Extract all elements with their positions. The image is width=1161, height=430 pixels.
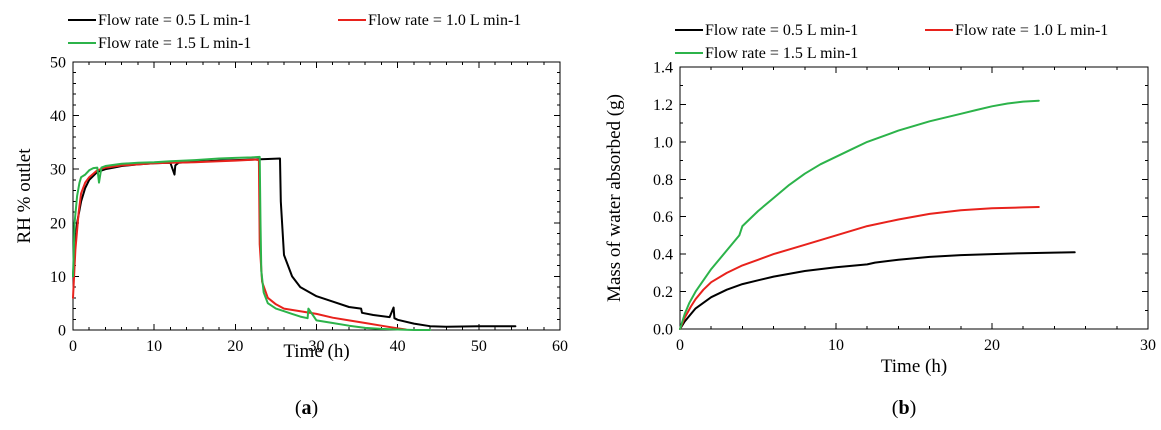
series-line-3	[72, 155, 432, 331]
legend-label: Flow rate = 1.5 L min-1	[705, 45, 858, 62]
y-tick-label: 50	[50, 55, 66, 72]
y-tick-label: 0	[58, 323, 66, 340]
y-axis-title: Mass of water absorbed (g)	[604, 94, 625, 302]
y-tick-label: 20	[50, 215, 66, 232]
x-tick-label: 0	[69, 338, 77, 355]
legend-label: Flow rate = 0.5 L min-1	[98, 12, 251, 29]
y-axis-title: RH % outlet	[14, 148, 35, 244]
x-tick-label: 10	[146, 338, 162, 355]
x-tick-label: 30	[309, 338, 325, 355]
y-tick-label: 1.2	[653, 97, 673, 114]
x-tick-label: 20	[984, 337, 1000, 354]
y-tick-label: 0.8	[653, 172, 673, 189]
series-line-1	[679, 251, 1076, 330]
x-tick-label: 0	[676, 337, 684, 354]
y-tick-label: 1.4	[653, 60, 673, 77]
y-tick-label: 0.2	[653, 284, 673, 301]
legend: Flow rate = 0.5 L min-1 Flow rate = 1.0 L…	[68, 12, 521, 52]
panel-label: (a)	[295, 397, 318, 419]
y-tick-label: 10	[50, 269, 66, 286]
y-tick-label: 0.4	[653, 247, 673, 264]
x-tick-label: 60	[552, 338, 568, 355]
y-tick-label: 40	[50, 108, 66, 125]
series-line-2	[679, 206, 1040, 330]
legend-label: Flow rate = 1.0 L min-1	[955, 22, 1108, 39]
legend-label: Flow rate = 0.5 L min-1	[705, 22, 858, 39]
chart-panel-a: 0 10 20 30 40 50 60 0 10 20 30 40 50 Time (h) RH % out…	[14, 12, 568, 419]
x-axis-title: Time (h)	[881, 356, 947, 377]
chart-panel-b: 0 10 20 30 0.0 0.2 0.4 0.6 0.8 1.0 1.2 1.4 Time (h) M…	[604, 22, 1156, 419]
legend-label: Flow rate = 1.5 L min-1	[98, 35, 251, 52]
legend: Flow rate = 0.5 L min-1 Flow rate = 1.0 L…	[675, 22, 1108, 62]
plot-frame	[679, 66, 1149, 330]
x-tick-label: 40	[390, 338, 406, 355]
y-tick-label: 0.0	[653, 322, 673, 339]
plot-frame	[72, 61, 561, 331]
x-axis-title: Time (h)	[283, 341, 349, 362]
y-tick-label: 0.6	[653, 209, 673, 226]
x-tick-label: 20	[227, 338, 243, 355]
series-line-1	[72, 157, 517, 328]
series-line-3	[679, 99, 1040, 330]
y-tick-label: 1.0	[653, 134, 673, 151]
x-tick-label: 50	[471, 338, 487, 355]
legend-label: Flow rate = 1.0 L min-1	[368, 12, 521, 29]
y-tick-label: 30	[50, 162, 66, 179]
x-tick-label: 10	[828, 337, 844, 354]
series-line-2	[72, 158, 407, 331]
x-tick-label: 30	[1140, 337, 1156, 354]
panel-label: (b)	[892, 397, 916, 419]
